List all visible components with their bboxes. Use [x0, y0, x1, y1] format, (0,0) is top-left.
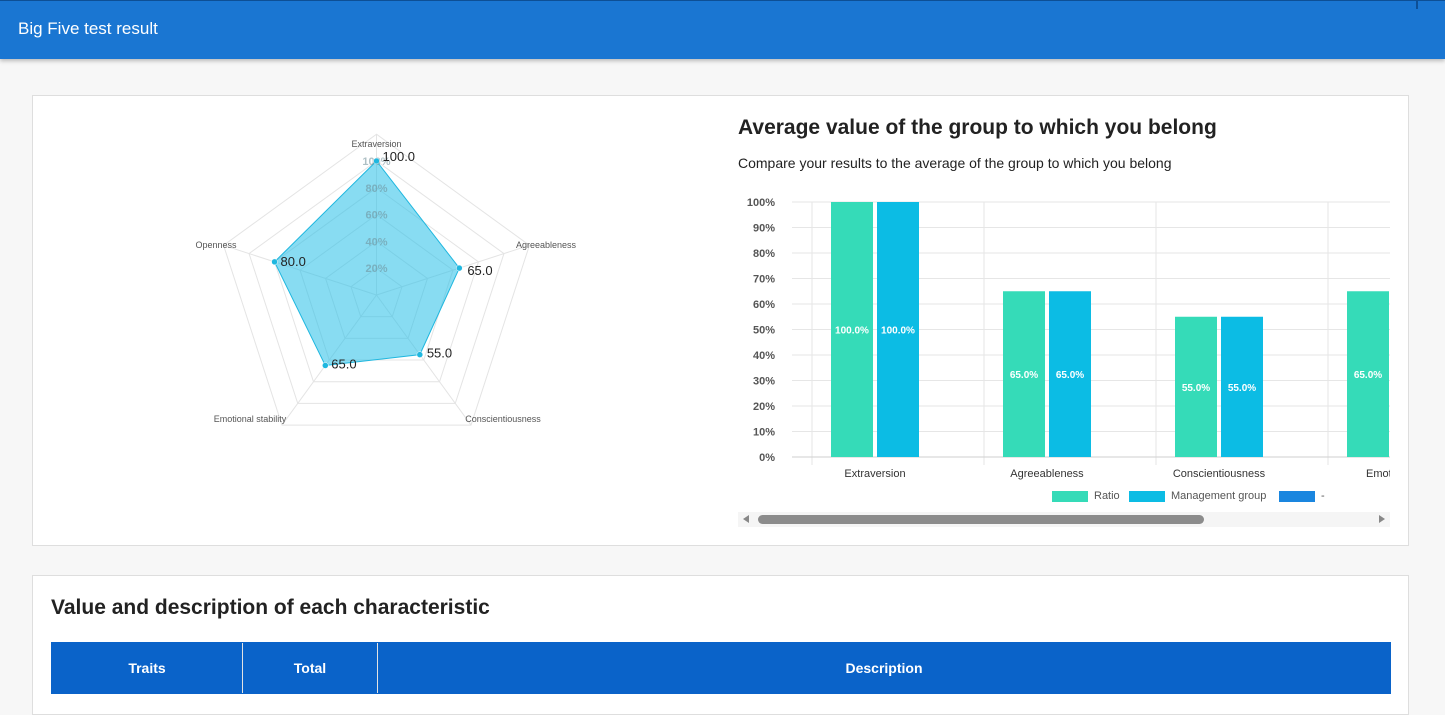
radar-point[interactable] [322, 362, 329, 369]
legend-label-management-group: Management group [1171, 490, 1267, 502]
column-header-traits: Traits [52, 643, 243, 693]
bar-management-group[interactable] [1049, 291, 1091, 457]
header-edge [1416, 1, 1418, 9]
traits-section-title: Value and description of each characteri… [51, 596, 490, 619]
column-header-total: Total [243, 643, 378, 693]
scroll-left-icon[interactable] [743, 515, 749, 523]
radar-axis-label: Agreeableness [516, 240, 577, 250]
bar-data-label: 100.0% [881, 326, 915, 337]
bar-data-label: 65.0% [1056, 370, 1084, 381]
radar-value-label: 100.0 [383, 149, 416, 164]
bar-data-label: 65.0% [1010, 370, 1038, 381]
radar-value-label: 65.0 [467, 263, 492, 278]
radar-point[interactable] [271, 258, 278, 266]
bar-ratio[interactable] [1003, 291, 1045, 457]
column-header-description: Description [845, 660, 923, 676]
legend-item-dash[interactable]: - [1279, 490, 1325, 502]
legend-swatch-ratio [1052, 490, 1088, 502]
radar-axis-label: Conscientiousness [465, 414, 541, 424]
bar-management-group[interactable] [877, 202, 919, 457]
bar-chart-viewport[interactable]: 0% 10% 20% 30% 40% 50% 60% 70% 80% 90% 100% 100.0% 1… [723, 191, 1390, 511]
bar-management-group[interactable] [1221, 316, 1263, 457]
legend-label-ratio: Ratio [1094, 490, 1120, 502]
x-axis-category-label: Conscientiousness [1173, 468, 1266, 480]
y-axis-tick-label: 50% [753, 325, 775, 337]
bar-data-label: 55.0% [1228, 383, 1256, 394]
y-axis-tick-label: 70% [753, 274, 775, 286]
bar-data-label: 65.0% [1354, 370, 1382, 381]
radar-point[interactable] [456, 264, 463, 272]
page-title: Big Five test result [18, 19, 158, 38]
group-average-title: Average value of the group to which you … [738, 116, 1217, 139]
radar-tick-label: 40% [365, 236, 387, 248]
legend-swatch-management-group [1129, 490, 1165, 502]
y-axis-tick-label: 60% [753, 299, 775, 311]
app-header: Big Five test result [0, 0, 1445, 59]
legend-label-dash: - [1321, 490, 1325, 502]
radar-series-area [273, 160, 460, 367]
x-axis-category-label: Extraversion [844, 468, 905, 480]
bar-ratio[interactable] [831, 202, 873, 457]
x-axis-category-label: Agreeableness [1010, 468, 1084, 480]
radar-axis-label: Emotional stability [214, 414, 287, 424]
radar-value-label: 65.0 [331, 356, 356, 371]
bar-ratio[interactable] [1347, 291, 1389, 457]
radar-value-label: 80.0 [281, 254, 306, 269]
radar-point[interactable] [416, 351, 424, 358]
radar-chart: 20%40%60%80%100%100.065.055.065.080.0Ext… [195, 133, 577, 426]
bar-ratio[interactable] [1175, 316, 1217, 457]
bar-chart: 0% 10% 20% 30% 40% 50% 60% 70% 80% 90% 100% 100.0% 1… [747, 197, 1390, 480]
radar-point[interactable] [373, 157, 380, 165]
y-axis-tick-label: 30% [753, 376, 775, 388]
radar-grid-ring [248, 160, 505, 404]
radar-tick-label: 60% [365, 210, 387, 222]
bar-data-label: 55.0% [1182, 383, 1210, 394]
traits-card: Value and description of each characteri… [32, 575, 1409, 715]
radar-tick-label: 80% [365, 183, 387, 195]
group-average-subtitle: Compare your results to the average of t… [738, 155, 1172, 171]
chart-horizontal-scrollbar[interactable] [738, 512, 1390, 527]
y-axis-tick-label: 40% [753, 350, 775, 362]
radar-axis-label: Extraversion [351, 139, 401, 149]
y-axis-tick-label: 80% [753, 248, 775, 260]
radar-value-label: 55.0 [427, 346, 452, 361]
y-axis-tick-label: 10% [753, 427, 775, 439]
y-axis-tick-label: 20% [753, 401, 775, 413]
traits-table-header: Traits Total Description [51, 642, 1391, 694]
legend-item-ratio[interactable]: Ratio [1052, 490, 1120, 502]
radar-tick-label: 20% [365, 263, 387, 275]
results-card: 20% 40% 60% 80% 100% 100.0 65.0 55.0 65.0 80.0 Ext… [32, 95, 1409, 546]
y-axis-tick-label: 100% [747, 197, 775, 209]
x-axis-category-label: Emotional s [1366, 468, 1390, 480]
radar-axis-label: Openness [195, 240, 237, 250]
bar-data-label: 100.0% [835, 326, 869, 337]
legend-swatch-dash [1279, 490, 1315, 502]
y-axis-tick-label: 90% [753, 223, 775, 235]
scroll-right-icon[interactable] [1379, 515, 1385, 523]
legend-item-management-group[interactable]: Management group [1129, 490, 1266, 502]
y-axis-tick-label: 0% [759, 452, 775, 464]
scrollbar-thumb[interactable] [758, 515, 1204, 524]
radar-grid-ring [222, 133, 531, 426]
